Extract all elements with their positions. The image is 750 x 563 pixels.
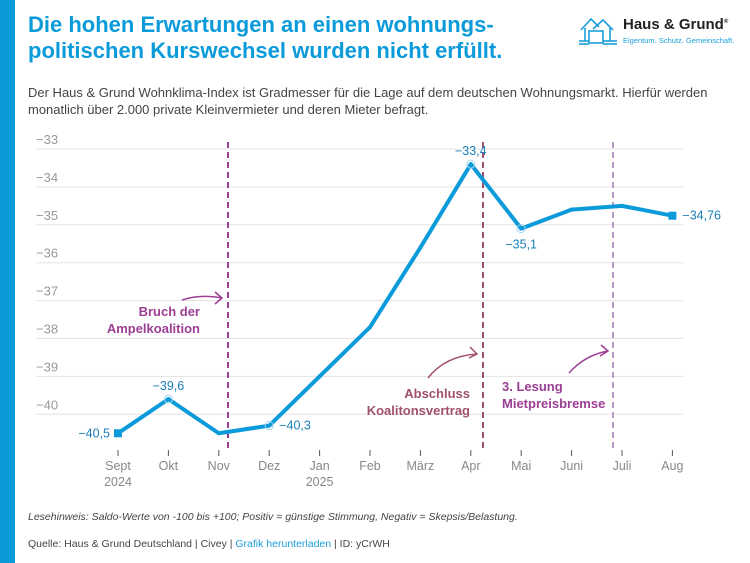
endpoint-marker bbox=[668, 211, 677, 220]
data-point bbox=[468, 162, 473, 167]
data-point bbox=[368, 325, 372, 330]
data-label: −39,6 bbox=[153, 379, 185, 393]
data-point bbox=[166, 397, 171, 402]
x-tick-label: Dez bbox=[258, 459, 280, 473]
highlight-marker bbox=[466, 159, 476, 169]
data-point bbox=[418, 245, 423, 250]
highlight-marker bbox=[163, 394, 173, 404]
annotation-text: Abschluss bbox=[404, 386, 470, 401]
data-point bbox=[317, 374, 322, 379]
arrow-icon bbox=[181, 291, 224, 305]
arrow-icon bbox=[568, 344, 610, 374]
source-line: Quelle: Haus & Grund Deutschland | Civey… bbox=[28, 538, 390, 550]
x-tick-label: Apr bbox=[461, 459, 480, 473]
endpoint-marker bbox=[114, 429, 122, 438]
y-tick-label: −36 bbox=[36, 246, 58, 261]
reading-note: Lesehinweis: Saldo-Werte von -100 bis +1… bbox=[28, 511, 518, 523]
y-tick-label: −38 bbox=[36, 322, 58, 337]
data-label: −34,76 bbox=[682, 209, 721, 223]
arrow-icon bbox=[427, 346, 479, 379]
logo-tagline: Eigentum. Schutz. Gemeinschaft. bbox=[623, 36, 735, 45]
data-label: −40,3 bbox=[279, 419, 311, 433]
x-tick-label: Mai bbox=[511, 459, 531, 473]
y-tick-label: −33 bbox=[36, 132, 58, 147]
data-point bbox=[267, 423, 272, 428]
x-tick-label: Sept bbox=[105, 459, 131, 473]
y-tick-label: −37 bbox=[36, 284, 58, 299]
page-title: Die hohen Erwartungen an einen wohnungs-… bbox=[28, 12, 548, 64]
series-line bbox=[116, 162, 673, 436]
title-line-2: politischen Kurswechsel wurden nicht erf… bbox=[28, 38, 503, 63]
data-label: −33,4 bbox=[455, 144, 487, 158]
y-tick-label: −34 bbox=[36, 170, 58, 185]
annotation-text: Ampelkoalition bbox=[107, 321, 200, 336]
y-tick-label: −35 bbox=[36, 208, 58, 223]
data-point bbox=[519, 226, 524, 231]
source-text: Quelle: Haus & Grund Deutschland | Civey… bbox=[28, 538, 236, 550]
accent-bar bbox=[0, 0, 15, 563]
x-tick-label: Nov bbox=[208, 459, 231, 473]
highlight-marker bbox=[516, 224, 526, 234]
highlight-marker bbox=[264, 421, 274, 431]
title-line-1: Die hohen Erwartungen an einen wohnungs- bbox=[28, 12, 494, 37]
x-tick-label: Jan bbox=[310, 459, 330, 473]
x-tick-label: März bbox=[407, 459, 435, 473]
data-label: −35,1 bbox=[505, 238, 537, 252]
x-tick-label: 2025 bbox=[306, 475, 334, 489]
annotation-text: Bruch der bbox=[139, 304, 200, 319]
annotation-text: Mietpreisbremse bbox=[502, 396, 605, 411]
download-link[interactable]: Grafik herunterladen bbox=[235, 538, 332, 550]
x-tick-label: 2024 bbox=[104, 475, 132, 489]
y-tick-label: −39 bbox=[36, 359, 58, 374]
data-point bbox=[620, 203, 624, 208]
logo: Haus & Grund® Eigentum. Schutz. Gemeinsc… bbox=[577, 14, 747, 50]
x-tick-label: Juli bbox=[613, 459, 632, 473]
logo-name: Haus & Grund® bbox=[623, 16, 729, 33]
data-point bbox=[569, 207, 574, 212]
annotation-text: Koalitonsvertrag bbox=[367, 403, 470, 418]
x-tick-label: Okt bbox=[159, 459, 179, 473]
annotation-text: 3. Lesung bbox=[502, 379, 563, 394]
data-label: −40,5 bbox=[78, 426, 110, 440]
data-point bbox=[216, 431, 221, 436]
x-tick-label: Aug bbox=[661, 459, 683, 473]
chart-id: | ID: yCrWH bbox=[331, 538, 390, 550]
subtitle: Der Haus & Grund Wohnklima-Index ist Gra… bbox=[28, 85, 708, 117]
x-tick-label: Juni bbox=[560, 459, 583, 473]
x-tick-label: Feb bbox=[359, 459, 381, 473]
house-logo-icon bbox=[579, 17, 617, 45]
y-tick-label: −40 bbox=[36, 397, 58, 412]
